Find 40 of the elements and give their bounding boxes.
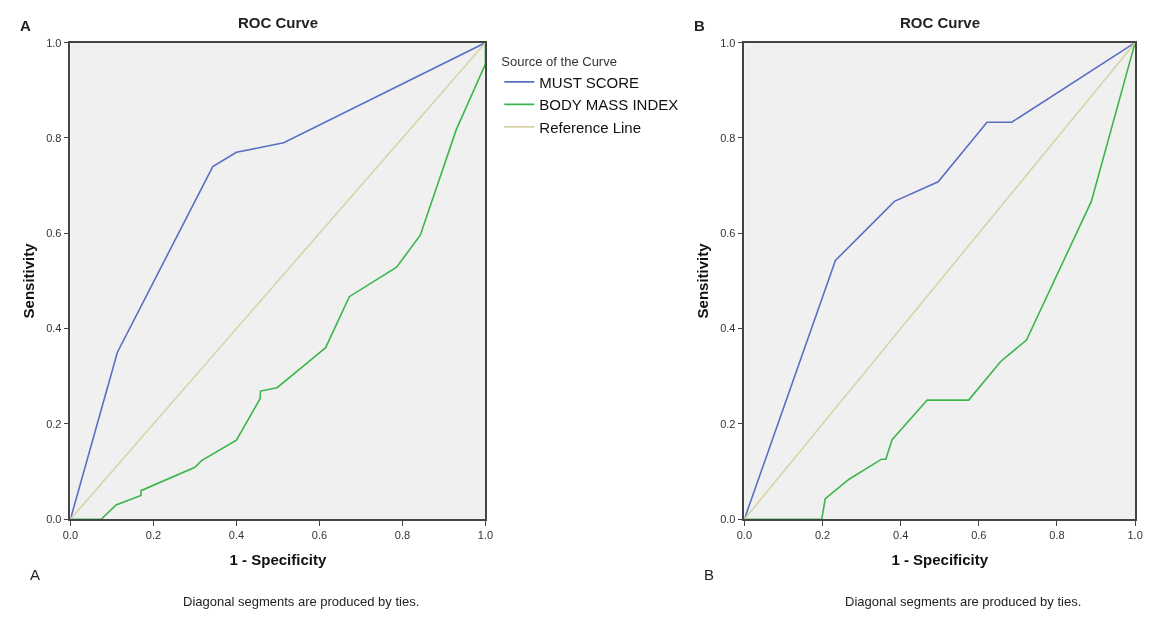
y-tick-label: 0.4 <box>720 322 736 335</box>
x-tick-label: 0.8 <box>1049 529 1065 542</box>
y-tick-label: 0.8 <box>46 131 62 144</box>
y-tick-label: 0.6 <box>46 227 62 240</box>
x-axis-title: 1 - Specificity <box>229 550 327 568</box>
legend-label: BODY MASS INDEX <box>539 96 679 114</box>
y-tick-label: 0.2 <box>46 417 62 430</box>
text: B <box>694 17 705 34</box>
y-axis-title: Sensitivity <box>693 242 711 319</box>
x-tick-label: 0.6 <box>311 529 328 542</box>
x-tick-label: 0.6 <box>971 529 987 542</box>
legend-title: Source of the Curve <box>501 53 617 69</box>
y-tick-label: 1.0 <box>46 36 62 49</box>
text: A <box>30 566 41 583</box>
x-tick-label: 0.4 <box>893 529 909 542</box>
y-tick-label: 0.0 <box>720 513 736 526</box>
x-axis-title: 1 - Specificity <box>891 550 989 568</box>
chart-title: ROC Curve <box>238 14 319 31</box>
legend-label: MUST SCORE <box>539 73 640 91</box>
x-tick-label: 0.2 <box>145 529 162 542</box>
y-tick-label: 0.0 <box>46 513 62 526</box>
x-tick-label: 0.0 <box>62 529 79 542</box>
x-tick-label: 0.8 <box>394 529 411 542</box>
text: B <box>704 566 715 583</box>
x-tick-label: 1.0 <box>1127 529 1143 542</box>
x-tick-label: 1.0 <box>477 529 494 542</box>
legend-label: Reference Line <box>539 118 642 136</box>
x-tick-label: 0.0 <box>736 529 753 542</box>
y-tick-label: 0.6 <box>720 227 736 240</box>
text: Diagonal segments are produced by ties. <box>845 594 1082 609</box>
x-tick-label: 0.2 <box>814 529 831 542</box>
x-tick-label: 0.4 <box>228 529 245 542</box>
y-tick-label: 0.2 <box>720 417 736 430</box>
chart-title: ROC Curve <box>900 14 981 31</box>
text: Diagonal segments are produced by ties. <box>183 594 420 609</box>
y-axis-title: Sensitivity <box>19 242 37 319</box>
text: A <box>20 17 31 34</box>
y-tick-label: 1.0 <box>720 36 736 49</box>
y-tick-label: 0.8 <box>720 131 736 144</box>
y-tick-label: 0.4 <box>46 322 62 335</box>
